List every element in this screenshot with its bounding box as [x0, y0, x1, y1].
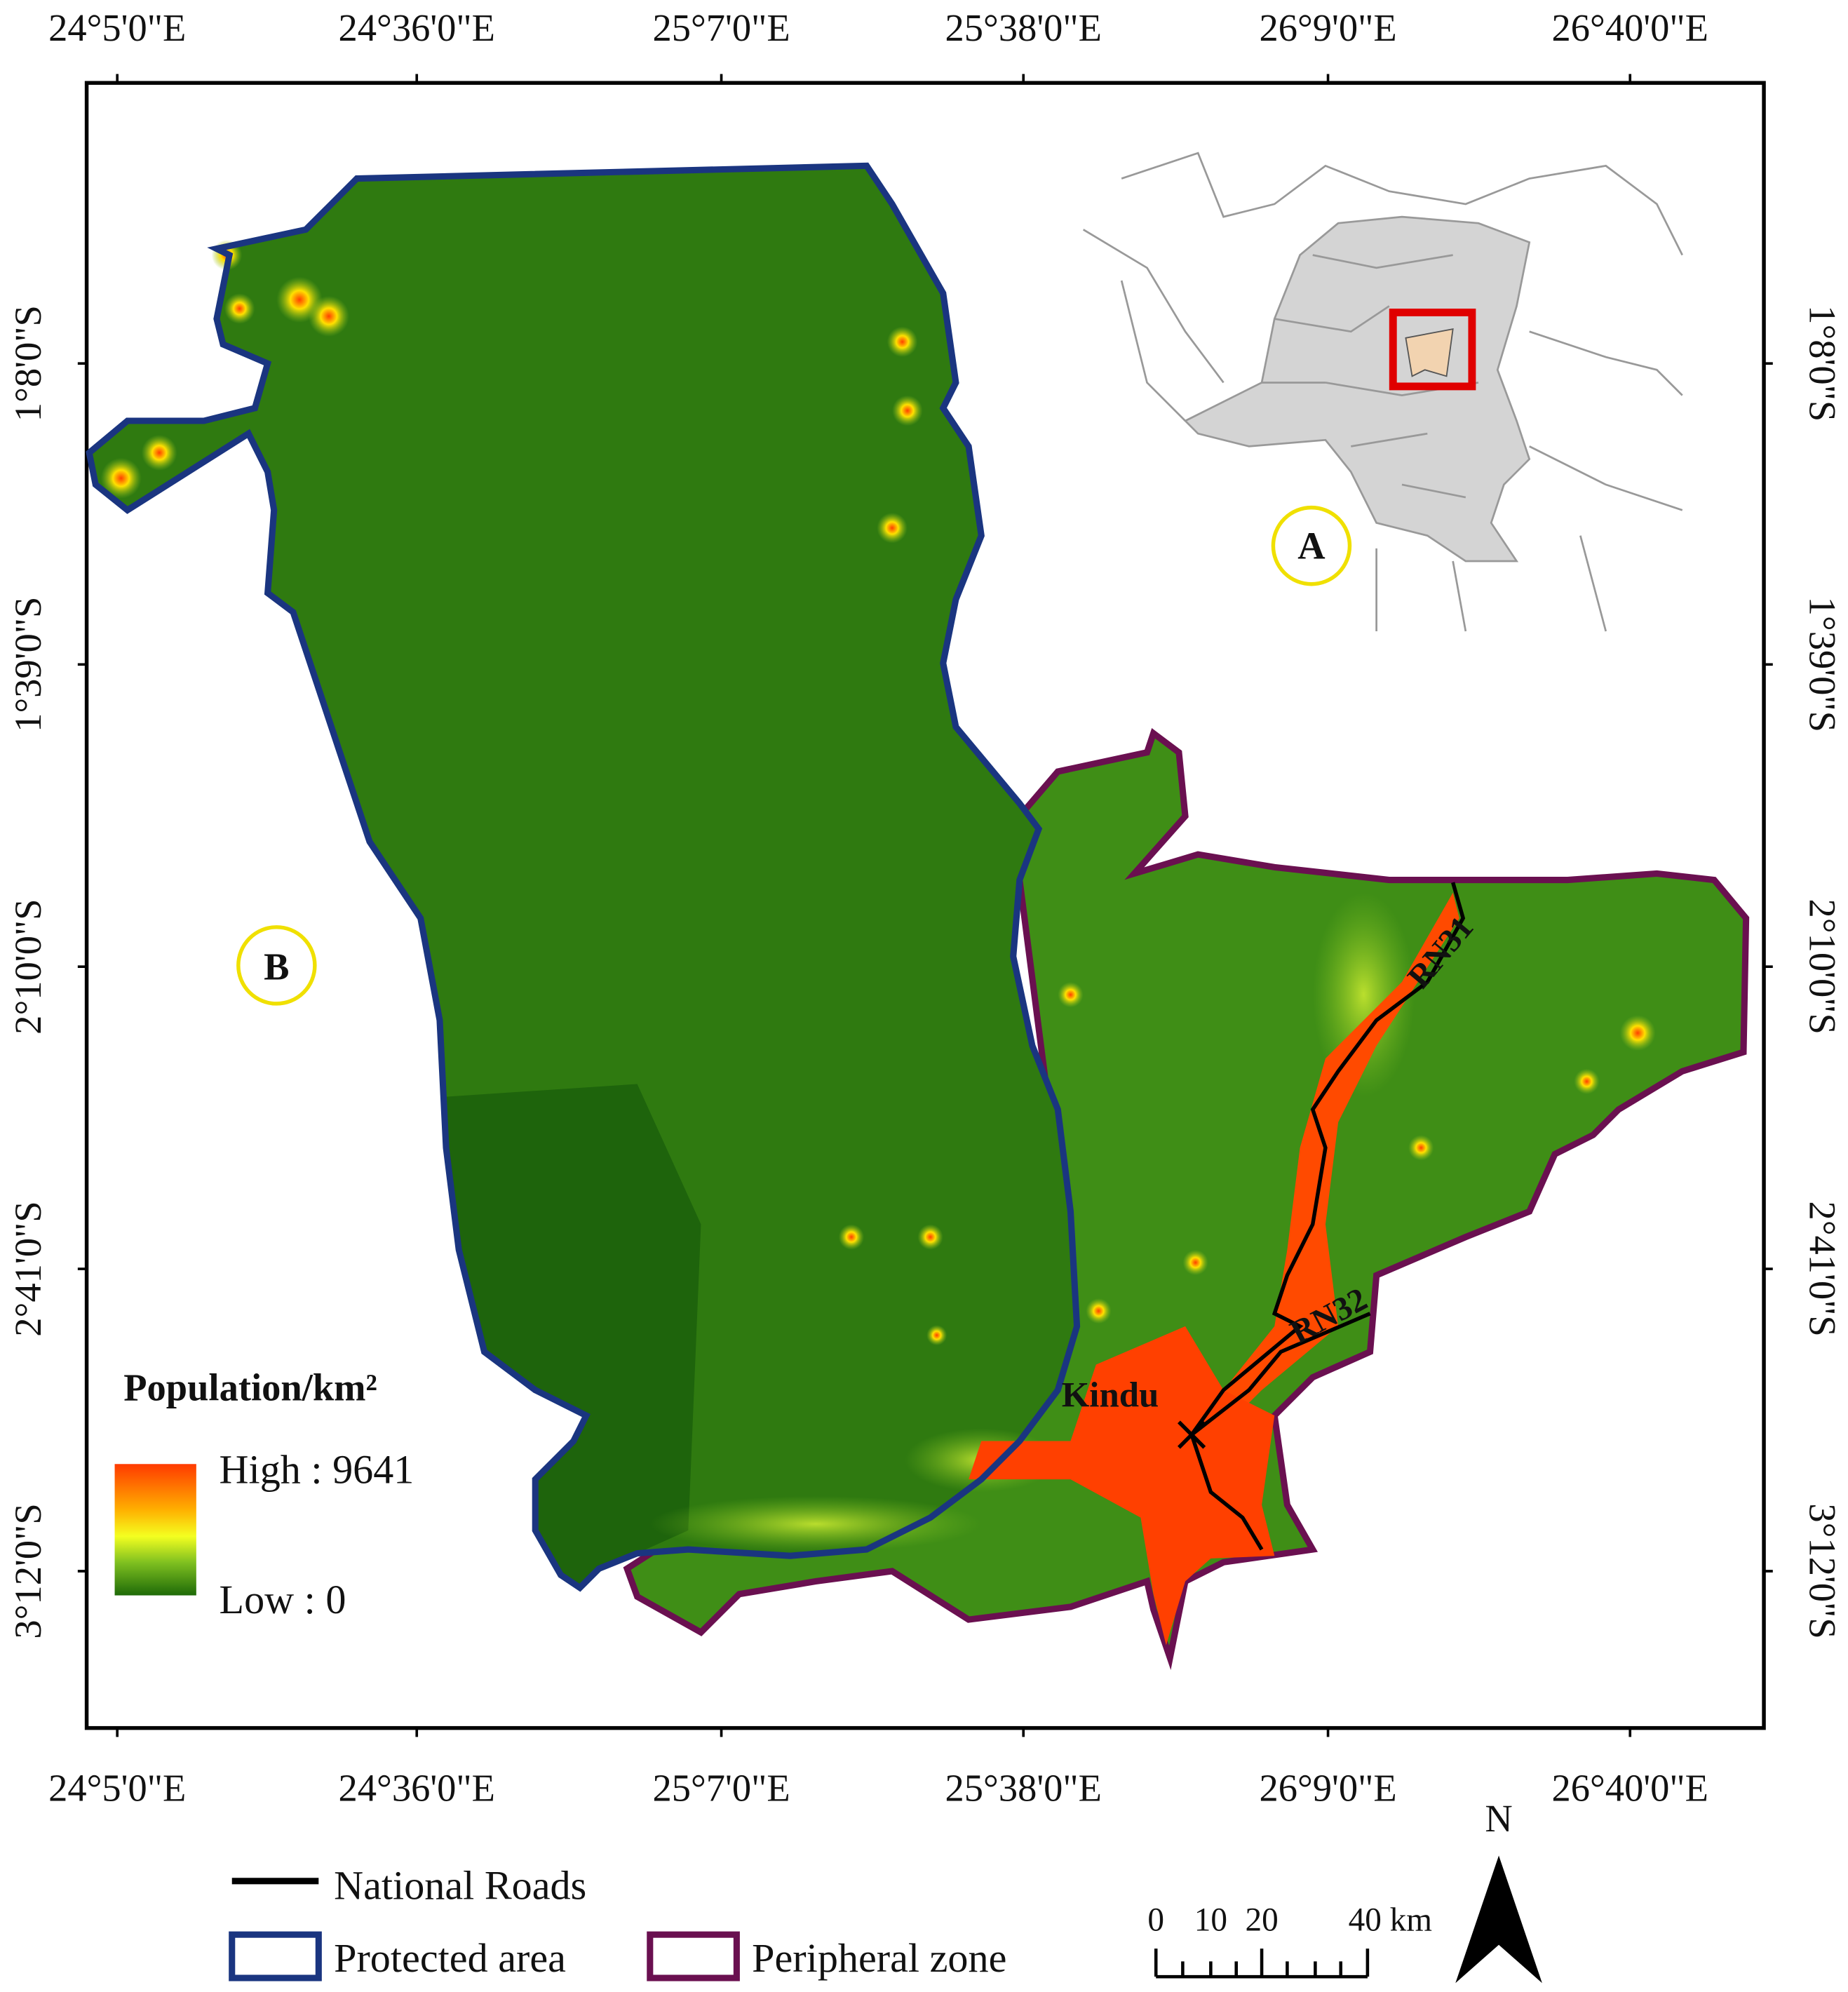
y-tick-label: 1°8'0"S [6, 305, 49, 422]
x-tick-label: 25°7'0"E [652, 1766, 790, 1809]
road-rn32 [1189, 1312, 1371, 1551]
inset-label: A [1297, 524, 1325, 567]
legend-item: Protected area [334, 1935, 566, 1981]
peripheral-zone [623, 728, 1750, 1671]
protected-area-outline [86, 162, 1081, 1592]
protected-area [89, 166, 1077, 1588]
legend-item: National Roads [334, 1862, 586, 1908]
population-density [100, 239, 1656, 1646]
x-tick-label: 25°7'0"E [652, 6, 790, 49]
north-label: N [1485, 1797, 1512, 1840]
x-tick-label: 25°38'0"E [945, 1766, 1102, 1809]
place-label: Kindu [1062, 1375, 1159, 1415]
legend-high: High : 9641 [220, 1447, 414, 1493]
north-arrow [1455, 1855, 1542, 1984]
scale-bar [1154, 1949, 1370, 1979]
legend-peripheral-symbol [647, 1931, 740, 1981]
legend-low: Low : 0 [220, 1577, 346, 1622]
legend-item: Peripheral zone [752, 1935, 1006, 1981]
scale-label: 0 [1147, 1902, 1164, 1939]
label-circle [1271, 505, 1352, 586]
x-tick-label: 26°40'0"E [1552, 1766, 1708, 1809]
legend-gradient [114, 1464, 196, 1596]
x-tick-label: 26°40'0"E [1552, 6, 1708, 49]
kindu-marker [1178, 1420, 1206, 1449]
legend-title: Population/km² [123, 1366, 377, 1408]
road-rn31 [1189, 882, 1466, 1436]
x-tick-label: 24°36'0"E [339, 6, 495, 49]
scale-label: 20 [1245, 1902, 1278, 1939]
inset-highlight [1389, 309, 1476, 391]
y-tick-label: 3°12'0"S [1801, 1503, 1844, 1638]
y-tick-label: 2°41'0"S [6, 1201, 49, 1336]
y-tick-label: 3°12'0"S [6, 1503, 49, 1638]
legend-protected-symbol [229, 1931, 322, 1981]
y-tick-label: 2°10'0"S [6, 899, 49, 1035]
inset-map [1082, 152, 1683, 632]
scale-label: 40 km [1349, 1902, 1433, 1939]
y-tick-label: 1°8'0"S [1801, 305, 1844, 422]
x-tick-label: 26°9'0"E [1259, 1766, 1396, 1809]
dark-zone [370, 816, 701, 1588]
y-tick-label: 1°39'0"S [6, 597, 49, 732]
y-tick-label: 2°10'0"S [1801, 899, 1844, 1035]
x-tick-label: 24°36'0"E [339, 1766, 495, 1809]
x-tick-label: 26°9'0"E [1259, 6, 1396, 49]
scale-label: 10 [1194, 1902, 1227, 1939]
label-circle [236, 925, 317, 1006]
x-tick-label: 24°5'0"E [48, 1766, 186, 1809]
inset-study-area [1405, 328, 1454, 377]
tick-marks [77, 74, 1773, 1737]
main-label: B [264, 945, 289, 988]
x-tick-label: 25°38'0"E [945, 6, 1102, 49]
y-tick-label: 1°39'0"S [1801, 597, 1844, 732]
x-tick-label: 24°5'0"E [48, 6, 186, 49]
y-tick-label: 2°41'0"S [1801, 1201, 1844, 1336]
